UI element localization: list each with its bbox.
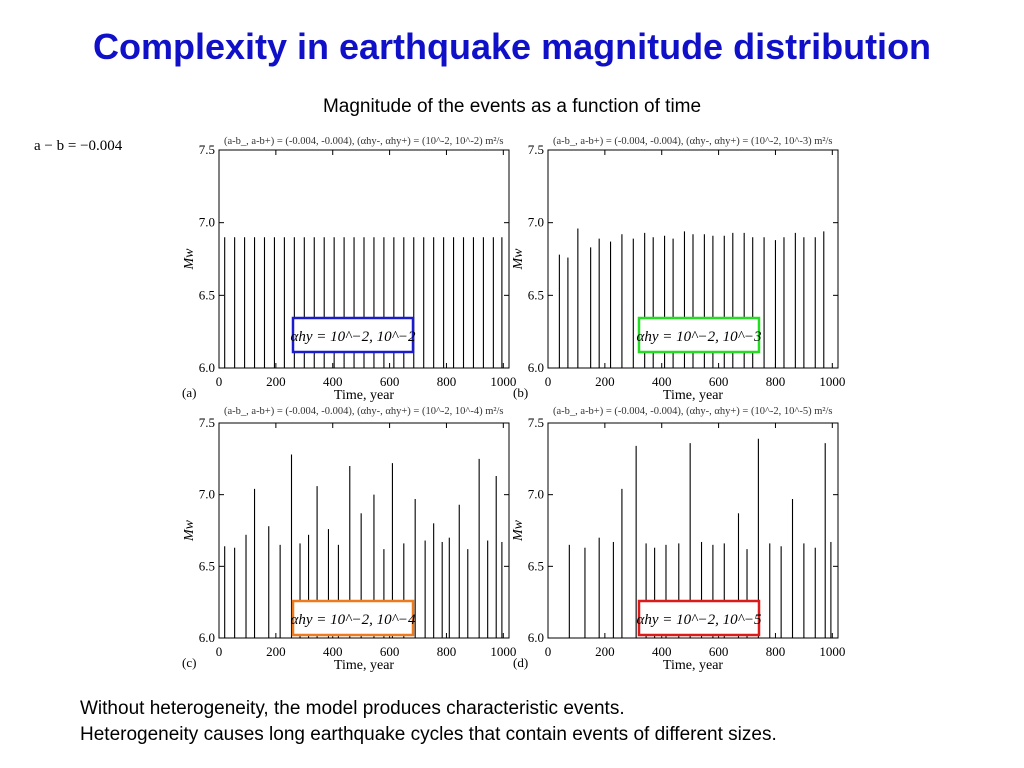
x-tick-label: 1000 [490,644,516,659]
x-tick-label: 400 [323,644,343,659]
panel-label: (d) [513,655,528,670]
y-tick-label: 6.0 [199,360,215,375]
x-tick-label: 0 [216,374,223,389]
y-tick-label: 7.0 [199,215,215,230]
legend-box [637,316,761,354]
x-tick-label: 0 [545,374,552,389]
footer-line-2: Heterogeneity causes long earthquake cyc… [80,724,777,745]
x-axis-label: Time, year [663,658,723,673]
y-axis-label: Mw [182,519,197,542]
x-tick-label: 400 [652,374,672,389]
x-tick-label: 400 [323,374,343,389]
y-tick-label: 6.5 [199,287,215,302]
x-tick-label: 200 [266,644,286,659]
x-axis-label: Time, year [334,658,394,673]
y-axis-label: Mw [511,248,526,271]
x-tick-label: 800 [766,644,786,659]
slide-title: Complexity in earthquake magnitude distr… [92,26,932,67]
footer-text: Without heterogeneity, the model produce… [80,696,777,748]
y-tick-label: 6.0 [528,630,544,645]
x-tick-label: 800 [766,374,786,389]
x-tick-label: 800 [437,374,457,389]
y-tick-label: 6.0 [528,360,544,375]
x-tick-label: 800 [437,644,457,659]
x-tick-label: 1000 [819,644,845,659]
legend-box [637,599,761,637]
plot-frame [547,422,839,639]
friction-equation: a − b = −0.004 [34,138,123,154]
y-tick-label: 7.5 [199,142,215,157]
slide-subtitle: Magnitude of the events as a function of… [322,96,702,117]
x-tick-label: 600 [709,374,729,389]
y-axis-label: Mw [182,248,197,271]
y-tick-label: 6.5 [199,558,215,573]
panel-title: (a-b_, a-b+) = (-0.004, -0.004), (αhy-, … [553,136,833,147]
x-tick-label: 1000 [490,374,516,389]
legend-box [291,599,415,637]
panel-label: (c) [182,655,196,670]
panel-title: (a-b_, a-b+) = (-0.004, -0.004), (αhy-, … [553,406,833,417]
x-axis-label: Time, year [663,388,723,403]
y-tick-label: 7.0 [528,487,544,502]
panel-label: (a) [182,385,196,400]
x-tick-label: 400 [652,644,672,659]
x-tick-label: 1000 [819,374,845,389]
legend-label: αhy = 10^−2, 10^−5 [636,612,762,628]
legend-label: αhy = 10^−2, 10^−3 [636,329,761,345]
x-tick-label: 0 [216,644,223,659]
x-tick-label: 600 [380,374,400,389]
x-tick-label: 600 [380,644,400,659]
x-tick-label: 200 [266,374,286,389]
panel-title: (a-b_, a-b+) = (-0.004, -0.004), (αhy-, … [224,136,504,147]
y-tick-label: 6.5 [528,558,544,573]
y-tick-label: 7.5 [528,142,544,157]
plot-frame [218,422,510,639]
legend-label: αhy = 10^−2, 10^−2 [290,329,416,345]
x-tick-label: 200 [595,374,615,389]
y-tick-label: 6.0 [199,630,215,645]
legend-box [291,316,415,354]
x-tick-label: 600 [709,644,729,659]
footer-line-1: Without heterogeneity, the model produce… [80,698,625,719]
y-axis-label: Mw [511,519,526,542]
panel-title: (a-b_, a-b+) = (-0.004, -0.004), (αhy-, … [224,406,504,417]
y-tick-label: 7.0 [528,215,544,230]
x-axis-label: Time, year [334,388,394,403]
x-tick-label: 0 [545,644,552,659]
y-tick-label: 7.0 [199,487,215,502]
legend-label: αhy = 10^−2, 10^−4 [290,612,416,628]
panel-label: (b) [513,385,528,400]
y-tick-label: 6.5 [528,287,544,302]
y-tick-label: 7.5 [528,415,544,430]
y-tick-label: 7.5 [199,415,215,430]
x-tick-label: 200 [595,644,615,659]
